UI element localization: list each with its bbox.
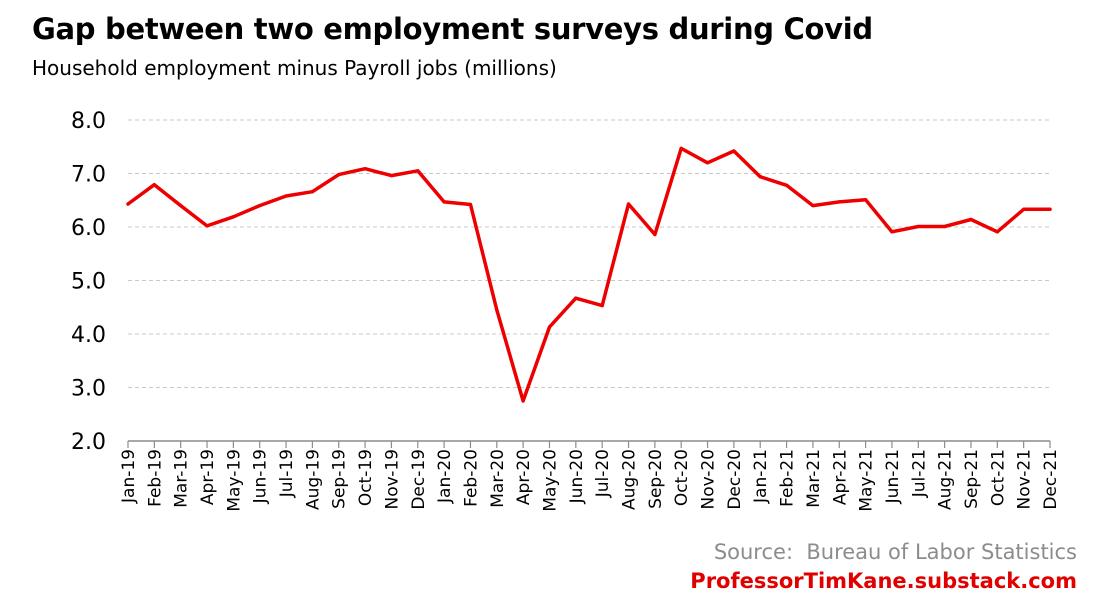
gridlines	[128, 119, 1050, 388]
data-point	[811, 204, 815, 208]
x-tick-label: Aug-21	[936, 449, 956, 510]
data-point	[653, 232, 657, 237]
y-tick-label: 2.0	[71, 430, 106, 455]
data-point	[310, 190, 314, 194]
data-point	[758, 175, 762, 179]
data-point	[705, 161, 710, 165]
data-point	[284, 194, 288, 198]
x-tick-label: Jul-21	[909, 449, 929, 498]
data-point	[943, 224, 947, 229]
x-tick-label: Apr-19	[198, 449, 218, 505]
x-tick-label: Jun-20	[567, 449, 587, 504]
y-tick-label: 8.0	[71, 109, 106, 134]
data-point	[995, 230, 999, 234]
data-point	[626, 202, 631, 206]
data-point	[1022, 207, 1026, 211]
x-tick-label: Feb-20	[461, 449, 481, 507]
x-tick-label: Nov-19	[382, 449, 402, 510]
data-point	[600, 304, 604, 308]
x-tick-label: May-19	[224, 449, 244, 512]
x-tick-label: Jun-21	[883, 449, 903, 504]
x-tick-label: Apr-20	[514, 449, 534, 505]
x-tick-label: Jan-20	[435, 449, 455, 504]
data-point	[916, 224, 920, 229]
chart-title: Gap between two employment surveys durin…	[32, 12, 873, 46]
x-tick-label: Jul-19	[277, 449, 297, 498]
data-point	[679, 146, 683, 150]
x-tick-label: Sep-21	[962, 449, 982, 509]
chart-subtitle: Household employment minus Payroll jobs …	[32, 56, 557, 80]
y-tick-label: 6.0	[71, 216, 106, 241]
data-point	[574, 296, 578, 300]
x-tick-label: Mar-19	[172, 449, 192, 508]
x-tick-label: Dec-21	[1041, 449, 1061, 510]
y-axis: 2.0 3.0 4.0 5.0 6.0 7.0 8.0	[71, 109, 106, 455]
x-tick-label: Oct-20	[672, 449, 692, 506]
source-note: Source: Bureau of Labor Statistics	[713, 540, 1077, 564]
data-point	[837, 200, 841, 204]
x-tick-label: Feb-19	[145, 449, 165, 507]
website-link[interactable]: ProfessorTimKane.substack.com	[690, 569, 1077, 593]
y-tick-label: 5.0	[71, 270, 106, 295]
data-point	[890, 230, 894, 234]
x-tick-label: May-21	[857, 449, 877, 512]
x-axis: Jan-19 Feb-19 Mar-19 Apr-19 May-19 Jun-19 Jul-…	[119, 440, 1061, 512]
y-tick-label: 3.0	[71, 377, 106, 402]
x-tick-label: Oct-21	[988, 449, 1008, 506]
x-tick-label: Aug-19	[303, 449, 323, 510]
data-point	[784, 183, 789, 187]
y-tick-label: 7.0	[71, 163, 106, 188]
data-point	[1048, 207, 1052, 211]
data-point	[179, 204, 183, 208]
x-tick-label: Jul-20	[593, 449, 613, 498]
x-tick-label: Jun-19	[251, 449, 271, 504]
x-tick-label: Nov-20	[699, 449, 719, 510]
series-lines	[126, 146, 1052, 403]
x-tick-label: May-20	[540, 449, 560, 512]
x-tick-label: Sep-19	[330, 449, 350, 509]
data-point	[969, 217, 973, 222]
data-point	[547, 325, 552, 329]
x-tick-label: Feb-21	[778, 449, 798, 507]
data-point	[231, 215, 235, 219]
series-line	[126, 146, 1052, 403]
data-point	[337, 172, 341, 177]
data-point	[258, 204, 262, 208]
x-tick-label: Aug-20	[620, 449, 640, 510]
data-point	[521, 399, 525, 403]
data-point	[126, 202, 130, 206]
x-tick-label: Mar-20	[488, 449, 508, 508]
y-tick-label: 4.0	[71, 323, 106, 348]
data-point	[442, 200, 446, 204]
data-point	[864, 198, 868, 202]
x-tick-label: Mar-21	[804, 449, 824, 508]
data-point	[205, 224, 209, 228]
data-point	[732, 149, 736, 153]
data-point	[468, 202, 473, 207]
x-tick-label: Apr-21	[830, 449, 850, 505]
data-point	[495, 308, 499, 312]
x-tick-label: Nov-21	[1015, 449, 1035, 510]
x-tick-label: Dec-19	[409, 449, 429, 510]
x-tick-label: Jan-19	[119, 449, 139, 504]
x-tick-label: Sep-20	[646, 449, 666, 509]
x-tick-label: Oct-19	[356, 449, 376, 506]
data-point	[389, 174, 394, 178]
data-point	[416, 169, 420, 173]
data-point	[363, 167, 367, 171]
data-point	[152, 183, 156, 187]
x-tick-label: Jan-21	[751, 449, 771, 504]
x-tick-label: Dec-20	[725, 449, 745, 510]
